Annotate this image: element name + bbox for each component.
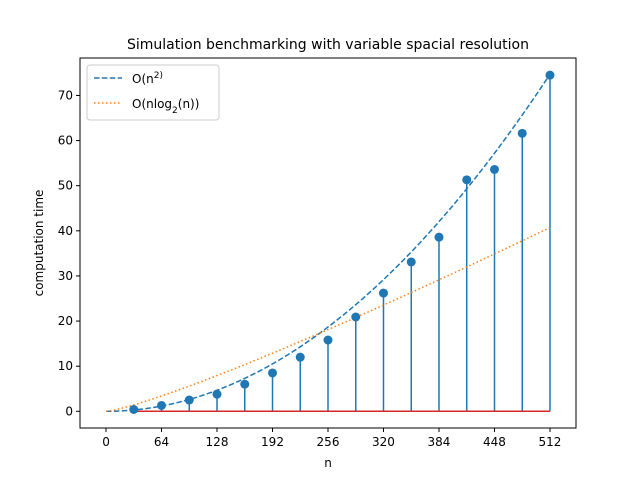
- stem-marker: [323, 335, 333, 345]
- stem-marker: [434, 232, 444, 242]
- y-tick-label: 30: [58, 269, 73, 283]
- x-tick-label: 64: [154, 435, 169, 449]
- series-line-quadratic: [106, 73, 551, 413]
- stem-marker: [129, 405, 139, 414]
- y-tick-label: 10: [58, 359, 73, 373]
- x-axis-label: n: [324, 456, 332, 470]
- stem-marker: [517, 128, 527, 138]
- y-axis: 0 10 20 30 40 50 60 70: [58, 88, 80, 418]
- stem-marker: [462, 175, 472, 185]
- y-tick-label: 70: [58, 88, 73, 102]
- stem-marker: [240, 379, 250, 389]
- y-tick-label: 60: [58, 134, 73, 148]
- x-tick-label: 128: [206, 435, 229, 449]
- stem-marker: [268, 368, 278, 378]
- stem-marker: [489, 164, 499, 174]
- stem-marker: [295, 352, 305, 362]
- stem-marker: [212, 389, 222, 399]
- x-tick-label: 192: [261, 435, 284, 449]
- x-tick-label: 256: [317, 435, 340, 449]
- stem-marker: [157, 400, 167, 410]
- y-tick-label: 50: [58, 179, 73, 193]
- x-tick-label: 320: [372, 435, 395, 449]
- y-axis-label: computation time: [32, 190, 46, 297]
- x-tick-label: 448: [483, 435, 506, 449]
- stem-marker: [378, 288, 388, 298]
- x-tick-label: 512: [539, 435, 562, 449]
- x-tick-label: 0: [102, 435, 110, 449]
- plot-area: [105, 70, 555, 414]
- chart-title: Simulation benchmarking with variable sp…: [127, 37, 529, 53]
- y-tick-label: 40: [58, 224, 73, 238]
- series-line-nlogn: [105, 226, 551, 413]
- y-tick-label: 0: [65, 404, 73, 418]
- stem-marker: [545, 70, 555, 80]
- stem-marker: [184, 395, 194, 405]
- stem-marker: [351, 312, 361, 322]
- stem-marker: [406, 257, 416, 267]
- y-tick-label: 20: [58, 314, 73, 328]
- legend: O(n2) O(nlog2(n)): [86, 64, 220, 121]
- x-axis: 0 64 128 192 256 320 384 448 512: [102, 428, 561, 449]
- x-tick-label: 384: [428, 435, 451, 449]
